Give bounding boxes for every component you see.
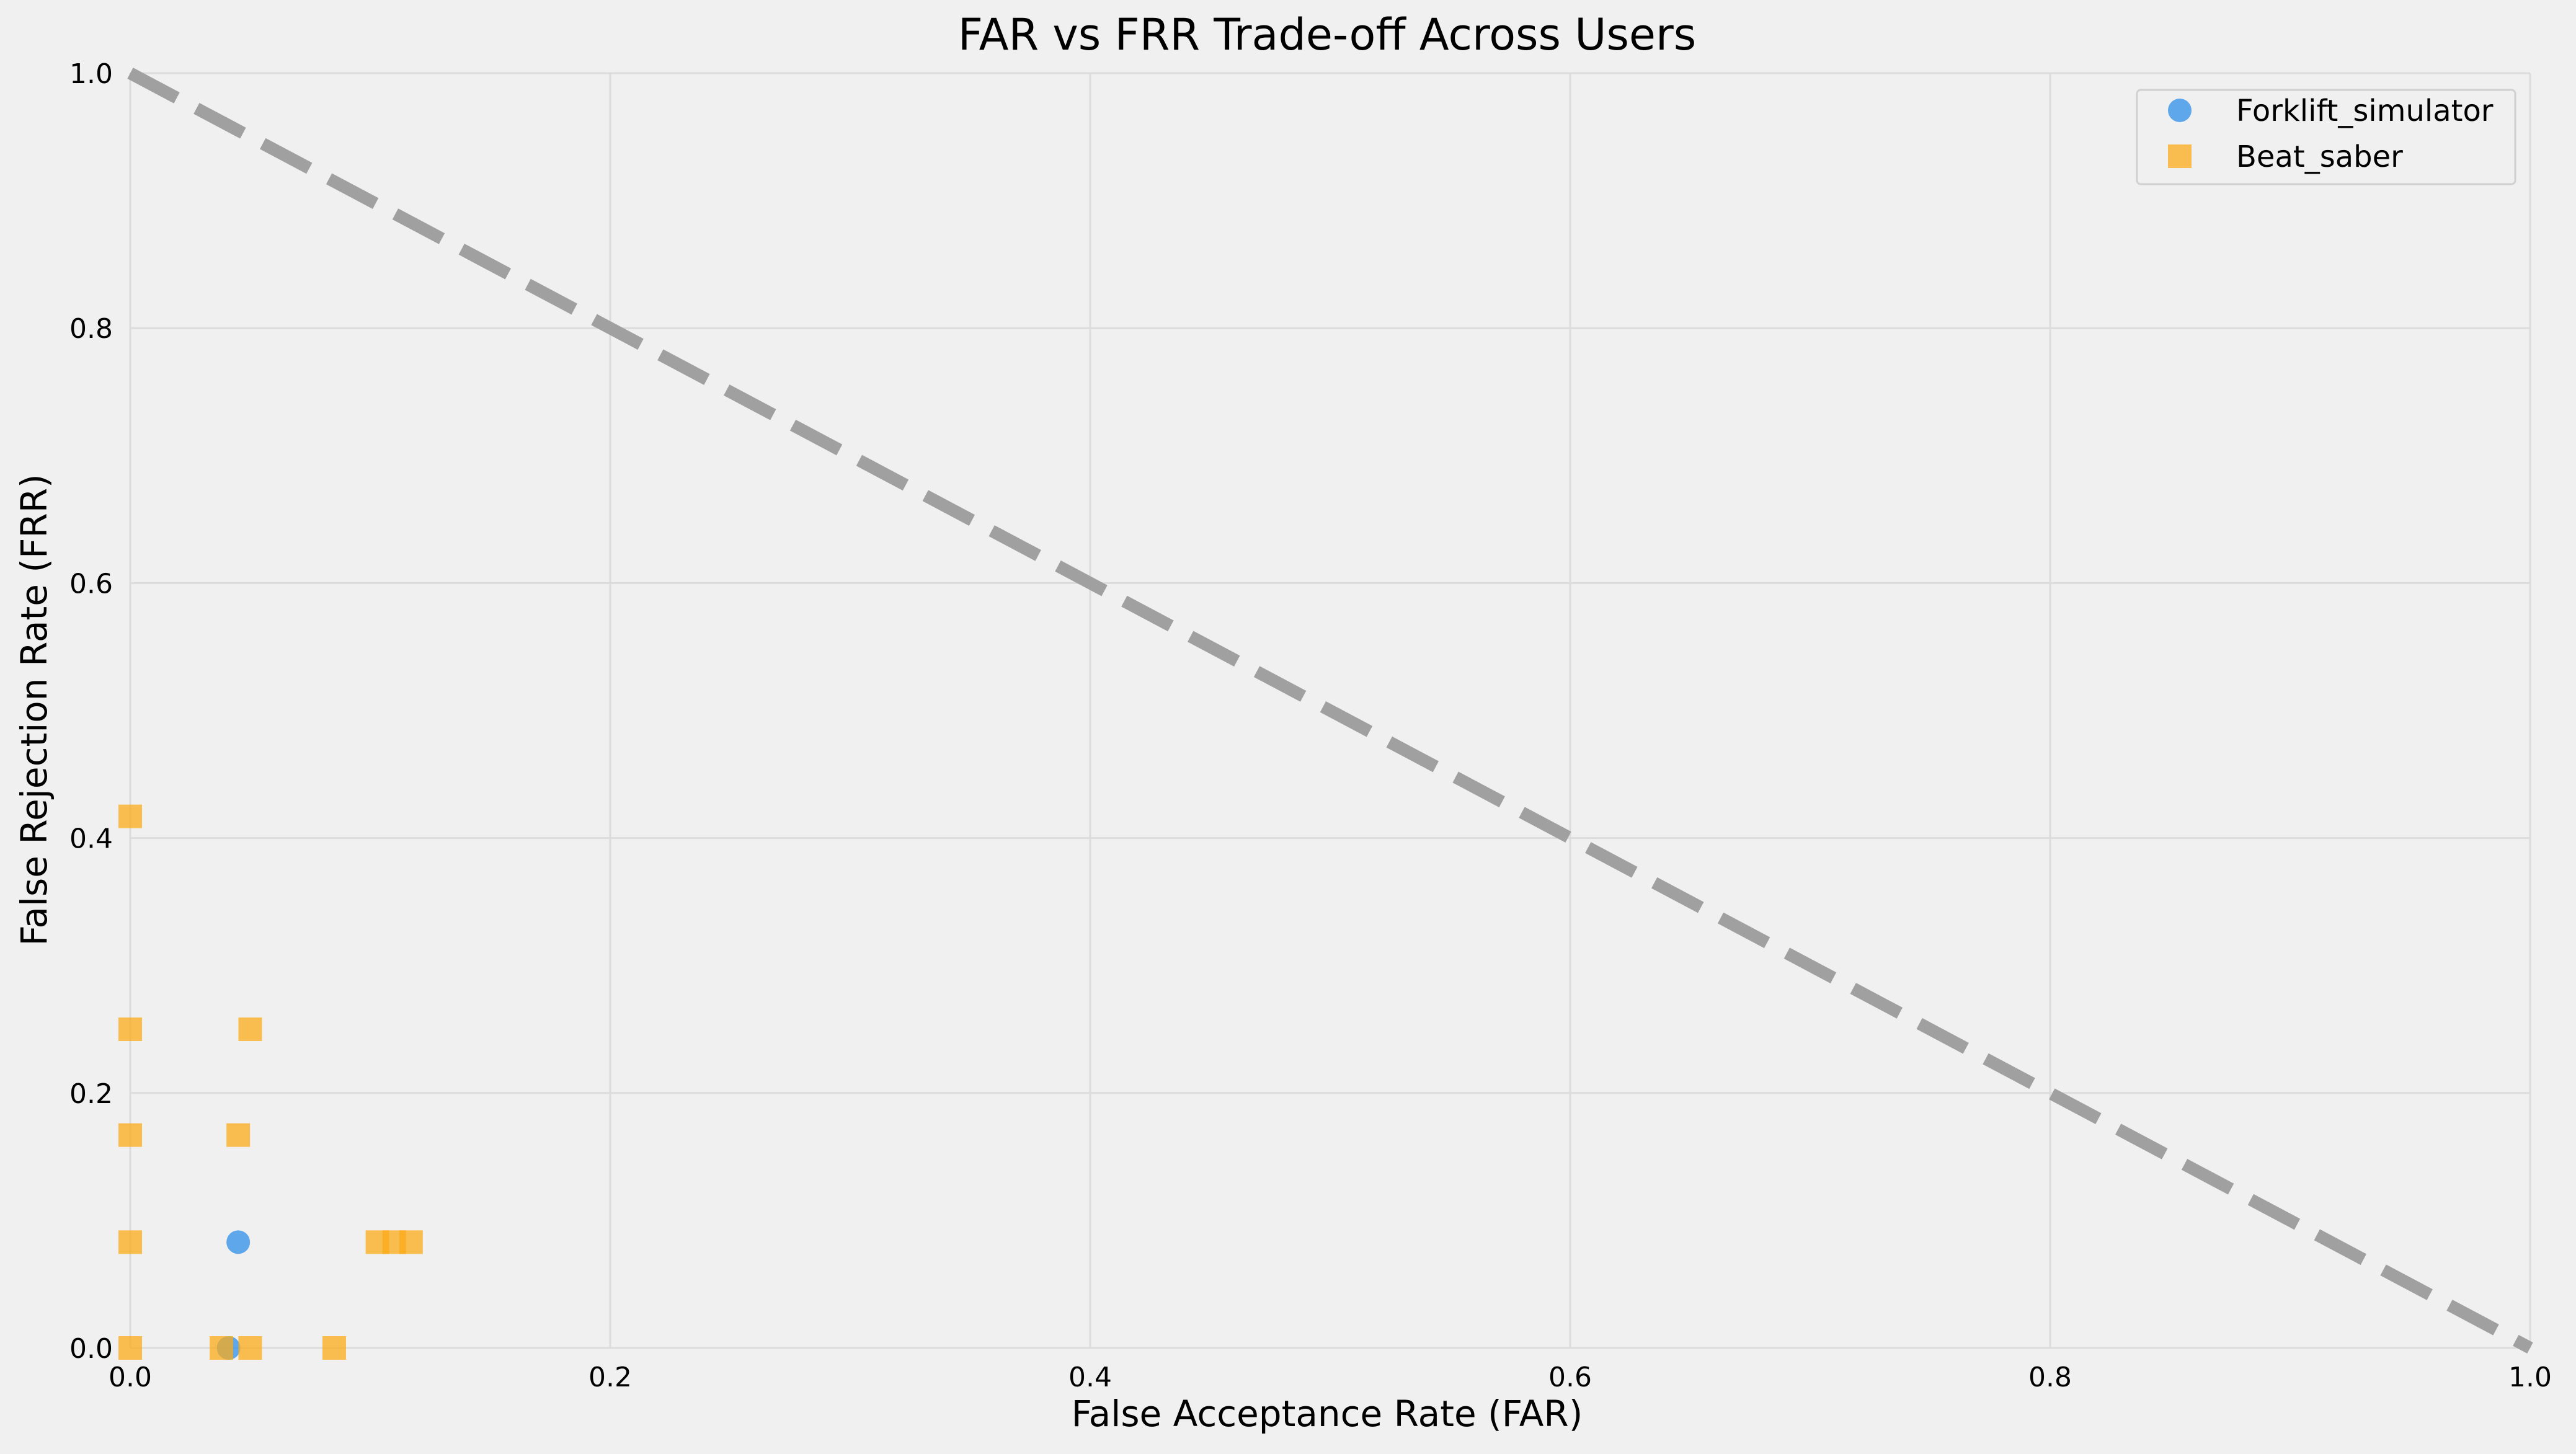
legend-box bbox=[2136, 89, 2516, 185]
tick-labels: 0.0 0.2 0.4 0.6 0.8 1.0 0.0 0.2 0.4 0.6 0.8 1.0 bbox=[69, 58, 2552, 1393]
x-axis-label: False Acceptance Rate (FAR) bbox=[1072, 1393, 1583, 1435]
legend-label: Beat_saber bbox=[2236, 140, 2403, 174]
legend-label: Forklift_simulator bbox=[2236, 94, 2494, 128]
legend-marker-square bbox=[2168, 144, 2192, 168]
grid bbox=[129, 72, 2531, 1349]
y-tick-label: 0.0 bbox=[69, 1333, 113, 1365]
x-tick-label: 1.0 bbox=[2508, 1362, 2552, 1393]
x-tick-label: 0.4 bbox=[1068, 1362, 1112, 1393]
beat-saber-point bbox=[238, 1017, 262, 1041]
legend: Forklift_simulator Beat_saber bbox=[2136, 89, 2516, 185]
y-tick-label: 0.8 bbox=[69, 313, 113, 345]
beat-saber-point bbox=[238, 1336, 262, 1360]
x-tick-label: 0.6 bbox=[1548, 1362, 1592, 1393]
beat-saber-point bbox=[118, 804, 142, 828]
chart-title: FAR vs FRR Trade-off Across Users bbox=[958, 9, 1696, 60]
reference-line-layer bbox=[127, 68, 2533, 1354]
beat-saber-point bbox=[118, 1336, 142, 1360]
points-layer bbox=[118, 804, 423, 1360]
x-tick-label: 0.0 bbox=[109, 1362, 152, 1393]
beat-saber-point bbox=[322, 1336, 346, 1360]
y-tick-label: 1.0 bbox=[69, 58, 113, 90]
y-tick-label: 0.4 bbox=[69, 823, 113, 855]
forklift-simulator-point bbox=[226, 1230, 251, 1254]
legend-marker-circle bbox=[2168, 99, 2192, 122]
beat-saber-point bbox=[118, 1230, 142, 1254]
y-tick-label: 0.6 bbox=[69, 568, 113, 600]
beat-saber-point bbox=[226, 1123, 251, 1147]
beat-saber-point bbox=[399, 1230, 423, 1254]
beat-saber-point bbox=[118, 1017, 142, 1041]
beat-saber-point bbox=[118, 1123, 142, 1147]
beat-saber-point bbox=[210, 1336, 234, 1360]
x-tick-label: 0.8 bbox=[2028, 1362, 2072, 1393]
y-axis-label: False Rejection Rate (FRR) bbox=[13, 474, 55, 946]
x-tick-label: 0.2 bbox=[588, 1362, 632, 1393]
y-tick-label: 0.2 bbox=[69, 1078, 113, 1110]
diagonal-reference-line bbox=[127, 68, 2533, 1354]
